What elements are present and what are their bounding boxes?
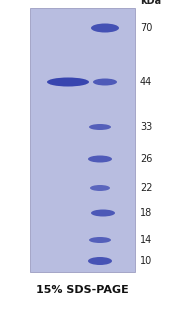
Ellipse shape <box>47 78 89 87</box>
Ellipse shape <box>88 155 112 163</box>
Text: 15% SDS-PAGE: 15% SDS-PAGE <box>36 285 129 295</box>
Ellipse shape <box>89 237 111 243</box>
Ellipse shape <box>93 78 117 86</box>
Text: 70: 70 <box>140 23 152 33</box>
Ellipse shape <box>91 210 115 217</box>
Text: 10: 10 <box>140 256 152 266</box>
Text: 33: 33 <box>140 122 152 132</box>
Text: 14: 14 <box>140 235 152 245</box>
Bar <box>30 8 135 272</box>
Ellipse shape <box>88 257 112 265</box>
Text: 26: 26 <box>140 154 152 164</box>
Text: kDa: kDa <box>140 0 161 6</box>
Ellipse shape <box>90 185 110 191</box>
Ellipse shape <box>91 23 119 32</box>
Ellipse shape <box>89 124 111 130</box>
Text: 22: 22 <box>140 183 153 193</box>
Text: 44: 44 <box>140 77 152 87</box>
Text: 18: 18 <box>140 208 152 218</box>
